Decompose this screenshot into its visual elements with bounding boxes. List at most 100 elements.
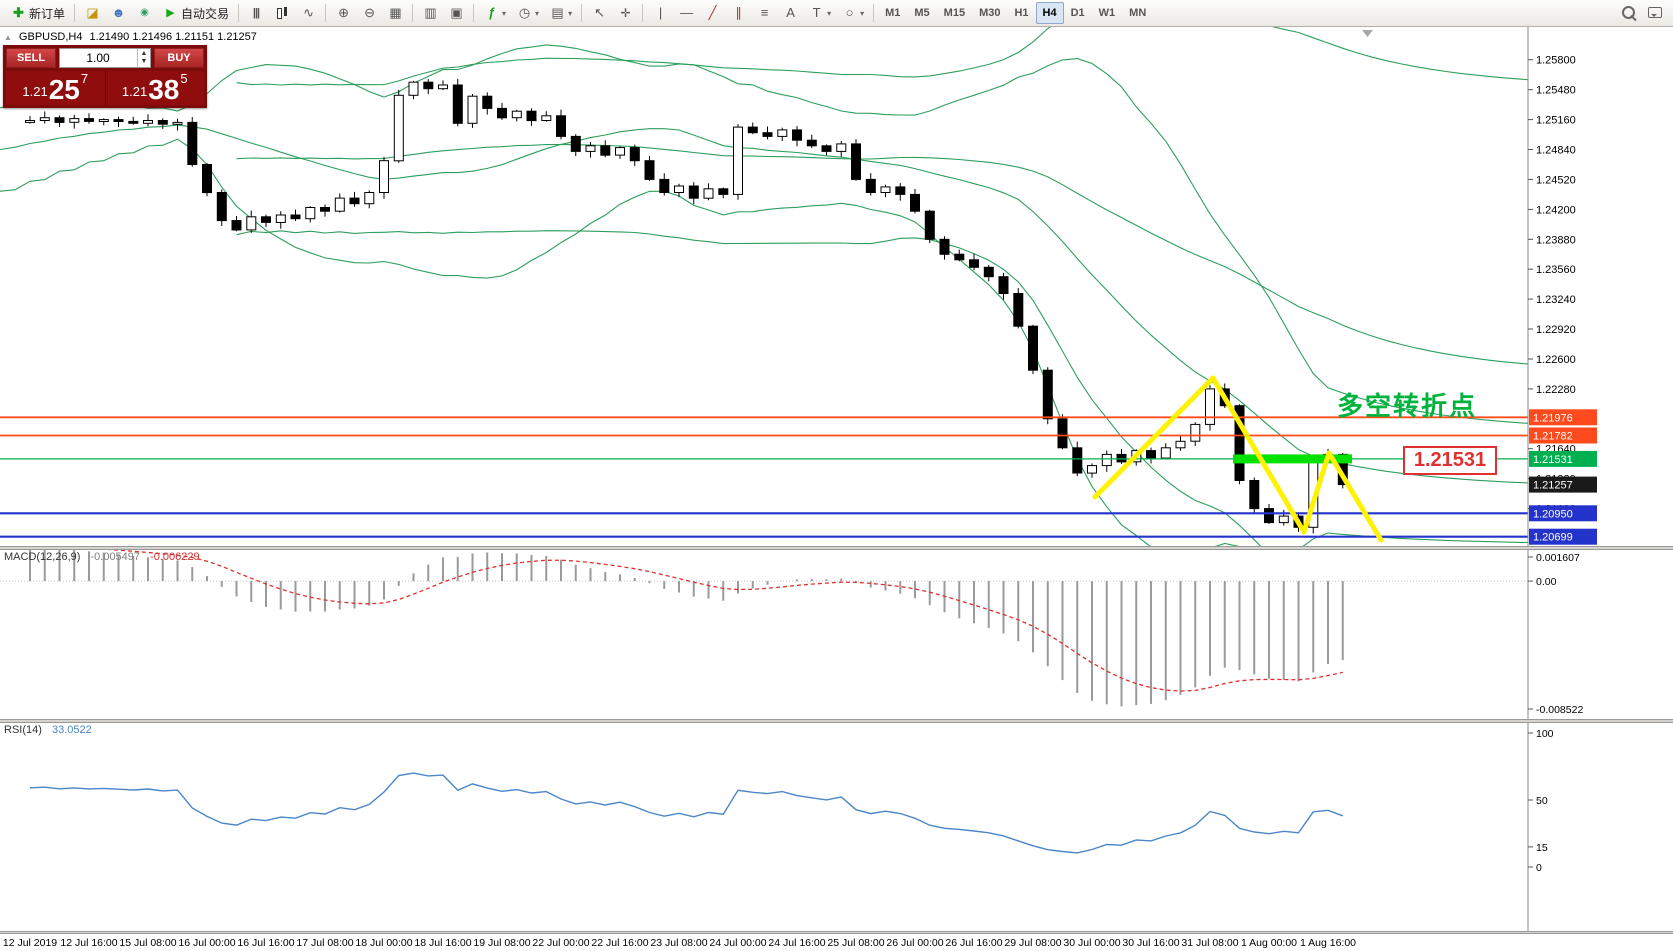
svg-text:1.23880: 1.23880 (1536, 234, 1576, 246)
timeframe-h1-button[interactable]: H1 (1014, 7, 1029, 19)
time-label: 1 Aug 00:00 (1240, 937, 1298, 949)
panel-divider[interactable] (0, 931, 1673, 934)
panel-divider[interactable] (0, 546, 1673, 550)
chat-icon (1647, 5, 1663, 21)
sell-button[interactable]: SELL (6, 48, 56, 68)
chart-title: ▲ GBPUSD,H4 1.21490 1.21496 1.21151 1.21… (4, 31, 257, 43)
turning-point-annotation[interactable]: 多空转折点 (1337, 391, 1478, 421)
chart-shift-marker[interactable] (1362, 30, 1373, 37)
svg-text:1.21782: 1.21782 (1533, 431, 1573, 443)
support-zone-highlight[interactable] (1233, 454, 1352, 464)
sell-price-button[interactable]: 1.21 25 7 (6, 71, 105, 105)
trade-controls-row: SELL ▲ ▼ BUY (6, 48, 204, 68)
time-label: 16 Jul 16:00 (237, 937, 295, 949)
time-label: 26 Jul 16:00 (945, 937, 1003, 949)
svg-text:-0.008522: -0.008522 (1536, 704, 1583, 716)
timeframe-mn-button[interactable]: MN (1129, 7, 1147, 19)
timeframe-m15-button[interactable]: M15 (943, 7, 966, 19)
dropdown-arrow-icon: ▾ (502, 8, 507, 18)
market-watch-button[interactable]: ◪ (79, 2, 105, 24)
buy-price-big-figure: 1.21 (121, 84, 148, 99)
time-label: 24 Jul 00:00 (709, 937, 767, 949)
svg-text:0: 0 (1536, 862, 1542, 874)
channel-tool-button[interactable]: ∥ (725, 2, 751, 24)
timeframe-d1-button[interactable]: D1 (1070, 7, 1085, 19)
templates-button[interactable]: ▤ ▾ (544, 2, 577, 24)
volume-increase-button[interactable]: ▲ (140, 50, 148, 57)
crosshair-tool-button[interactable]: ✛ (612, 2, 638, 24)
sell-price-big-figure: 1.21 (22, 84, 48, 99)
timeframe-h4-button[interactable]: H4 (1035, 2, 1064, 24)
sell-price-point: 7 (80, 71, 89, 86)
svg-text:1.25480: 1.25480 (1536, 85, 1576, 97)
indicators-button[interactable]: ƒ ▾ (478, 2, 511, 24)
periods-icon: ◷ (518, 5, 530, 20)
toolbar-separator (642, 4, 644, 22)
buy-button[interactable]: BUY (154, 48, 204, 68)
volume-input[interactable] (60, 49, 150, 67)
svg-text:1.21257: 1.21257 (1533, 480, 1573, 492)
new-order-button[interactable]: ✚ 新订单 (5, 2, 70, 24)
timeframe-m30-button[interactable]: M30 (979, 7, 1001, 19)
time-label: 29 Jul 08:00 (1004, 937, 1062, 949)
svg-text:1.25160: 1.25160 (1536, 115, 1576, 127)
horizontal-line-tool-button[interactable]: — (673, 2, 699, 24)
new-order-button-label: 新订单 (29, 6, 66, 21)
toolbar-left-groups: ✚ 新订单 ◪ ☻ ◉ ▶ 自动交易 ||| ∿ ⊕ ⊖ ▦ ▥ ▣ ƒ ▾ ◷ ▾ ▤ ▾ ↖ ✛ | — ╱ ∥ ≡ A T ▾ ○ ▾ M… (5, 0, 1153, 26)
time-label: 16 Jul 00:00 (178, 937, 236, 949)
data-window-button[interactable]: ◉ (131, 2, 157, 24)
hline-icon: — (680, 5, 693, 20)
line-chart-button[interactable]: ∿ (295, 2, 321, 24)
timeframe-m1-button[interactable]: M1 (885, 7, 901, 19)
tile-windows-button[interactable]: ▦ (382, 2, 408, 24)
buy-price-pips: 38 (148, 74, 180, 105)
price-tag (1529, 409, 1597, 426)
channel-icon: ∥ (735, 5, 742, 20)
volume-spinner: ▲ ▼ (137, 49, 150, 67)
search-icon (1621, 5, 1637, 21)
candlestick-chart-button[interactable] (269, 2, 295, 24)
periods-button[interactable]: ◷ ▾ (511, 2, 544, 24)
timeframe-m5-button[interactable]: M5 (914, 7, 930, 19)
auto-trading-button[interactable]: ▶ 自动交易 (157, 2, 234, 24)
dropdown-arrow-icon: ▾ (860, 8, 865, 18)
search-button[interactable] (1616, 2, 1642, 24)
toolbar-separator (473, 4, 475, 22)
arrange-windows-button[interactable]: ▥ (417, 2, 443, 24)
label-tool-button[interactable]: T ▾ (803, 2, 836, 24)
fibonacci-tool-button[interactable]: ≡ (751, 2, 777, 24)
chat-button[interactable] (1642, 2, 1668, 24)
profile-button[interactable]: ☻ (105, 2, 131, 24)
cascade-windows-icon: ▣ (450, 5, 462, 20)
price-level-label[interactable]: 1.21531 (1403, 446, 1497, 475)
zoom-in-icon: ⊕ (338, 5, 349, 20)
buy-price-button[interactable]: 1.21 38 5 (104, 71, 204, 105)
yellow-trend-annotation[interactable] (1092, 375, 1384, 543)
zoom-out-button[interactable]: ⊖ (356, 2, 382, 24)
timeframe-w1-button[interactable]: W1 (1098, 7, 1116, 19)
toolbar-right-groups (1616, 0, 1668, 26)
text-tool-button[interactable]: A (777, 2, 803, 24)
vertical-line-tool-button[interactable]: | (647, 2, 673, 24)
shapes-icon: ○ (845, 5, 854, 20)
time-label: 25 Jul 08:00 (827, 937, 885, 949)
macd-label-text: MACD(12,26,9) (4, 551, 81, 563)
time-label: 17 Jul 08:00 (296, 937, 354, 949)
volume-decrease-button[interactable]: ▼ (140, 58, 148, 65)
cursor-tool-button[interactable]: ↖ (586, 2, 612, 24)
shapes-tool-button[interactable]: ○ ▾ (836, 2, 869, 24)
trendline-tool-button[interactable]: ╱ (699, 2, 725, 24)
collapse-panel-icon[interactable]: ▲ (4, 32, 12, 42)
time-axis[interactable]: 12 Jul 2019 12 Jul 16:00 15 Jul 08:00 16 Ju… (0, 934, 1673, 951)
rsi-value: 33.0522 (51, 724, 92, 736)
svg-text:0.001607: 0.001607 (1536, 552, 1580, 564)
panel-divider[interactable] (0, 719, 1673, 723)
bar-chart-button[interactable]: ||| (243, 2, 269, 24)
cascade-windows-button[interactable]: ▣ (443, 2, 469, 24)
zoom-in-button[interactable]: ⊕ (330, 2, 356, 24)
svg-text:1.22920: 1.22920 (1536, 324, 1576, 336)
candlestick-chart-icon (274, 5, 290, 21)
svg-text:1.22600: 1.22600 (1536, 354, 1576, 366)
time-label: 22 Jul 00:00 (532, 937, 590, 949)
